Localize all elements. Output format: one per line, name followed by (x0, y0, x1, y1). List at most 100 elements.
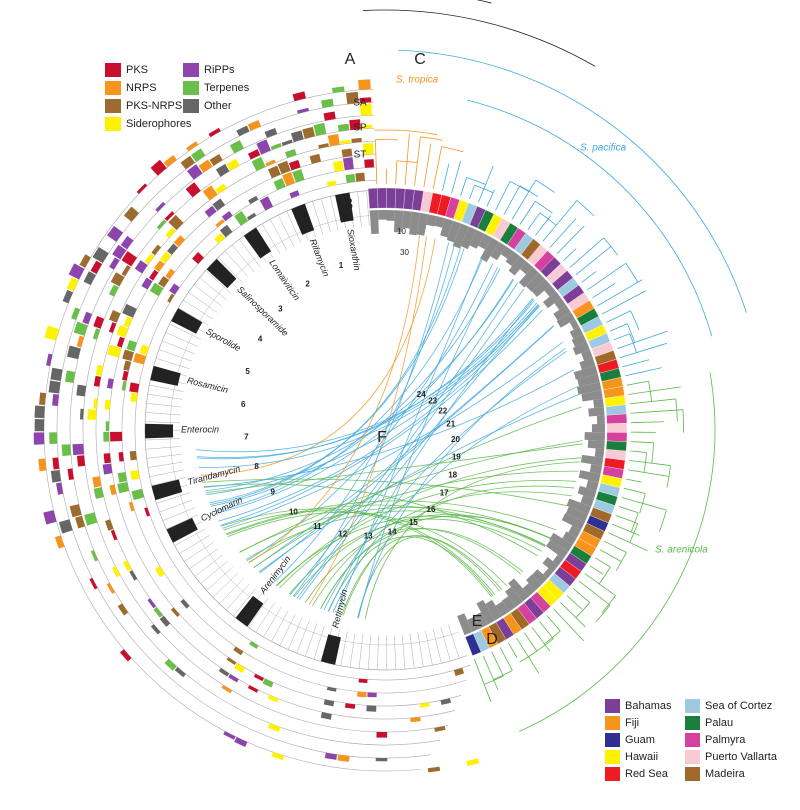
link-curve (320, 515, 551, 609)
bgc-bar (107, 378, 114, 389)
bgc-bar (159, 615, 171, 627)
genome-bar (480, 237, 499, 263)
genome-bar (490, 241, 507, 261)
link-curve (292, 242, 450, 597)
bgc-bar (167, 243, 178, 255)
bgc-bar (105, 421, 110, 431)
link-curve (213, 257, 484, 512)
bgc-bar (71, 307, 81, 320)
bgc-bar (141, 277, 153, 290)
legend-label: Puerto Vallarta (705, 751, 778, 763)
bgc-bar (440, 698, 451, 705)
bgc-bar (104, 519, 114, 531)
link-curve (312, 491, 572, 606)
bgc-bar (351, 137, 362, 143)
bgc-bar (66, 345, 81, 360)
bgc-bar (247, 149, 261, 160)
genome-bar (572, 341, 590, 356)
genome-bar (522, 582, 536, 597)
bgc-bar (108, 322, 117, 334)
bgc-bar (215, 219, 225, 228)
bgc-bar (233, 646, 244, 656)
spoke (278, 214, 295, 247)
bgc-bar (170, 607, 180, 617)
tree-leaf (432, 146, 443, 189)
bgc-bar (103, 453, 111, 464)
bgc-bar (83, 271, 96, 286)
bgc-bar (129, 450, 137, 461)
bgc-bar (120, 235, 134, 250)
genome-bar (577, 373, 600, 387)
legend-label: Palmyra (705, 734, 746, 746)
spoke (156, 492, 190, 504)
panel-label: B (343, 196, 354, 213)
link-curve (225, 500, 557, 535)
bgc-bar (364, 159, 374, 168)
spoke (218, 257, 243, 283)
bgc-bar (116, 325, 129, 338)
genome-bar (485, 599, 503, 621)
legend-swatch (183, 63, 199, 77)
legend-swatch (605, 716, 620, 730)
bgc-bar (160, 251, 172, 264)
legend-label: Madeira (705, 768, 746, 780)
bgc-bar (332, 86, 345, 94)
bgc-bar (61, 444, 72, 456)
tree-leaf (630, 441, 654, 444)
genome-bar (569, 326, 584, 339)
bgc-bar (180, 599, 190, 609)
genome-bar (476, 599, 495, 625)
tree-leaf (625, 478, 642, 483)
legend-swatch (105, 117, 121, 131)
compound-number: 16 (427, 505, 436, 514)
spoke (219, 578, 244, 604)
bgc-bar (226, 657, 237, 666)
bgc-bar (410, 716, 421, 723)
tree-leaf (622, 359, 650, 368)
tree-leaf (482, 655, 499, 691)
bgc-bar (355, 172, 365, 182)
legend-swatch (183, 99, 199, 113)
ring-label: ST (354, 150, 367, 161)
genome-bar (440, 218, 453, 238)
bgc-bar (122, 303, 137, 318)
bgc-bar (112, 244, 127, 260)
legend-swatch (685, 750, 700, 764)
spoke (226, 583, 250, 611)
legend-label: Guam (625, 734, 655, 746)
legend-label: Siderophores (126, 118, 192, 130)
bgc-bar (209, 153, 223, 166)
link-curve (304, 528, 522, 603)
tree-leaf (499, 647, 513, 671)
bgc-bar (262, 678, 274, 688)
link-curve (214, 278, 514, 514)
spoke (279, 614, 296, 646)
location-cell (606, 423, 628, 433)
tree-leaf (563, 248, 577, 261)
tree-branch (476, 0, 492, 4)
legend-swatch (685, 699, 700, 713)
genome-bar (581, 349, 593, 361)
bgc-bar (73, 321, 88, 336)
legend-label: Palau (705, 717, 733, 729)
genome-bar (587, 439, 605, 450)
bgc-bar (50, 469, 62, 483)
legend-swatch (605, 767, 620, 781)
tree-leaf (629, 398, 676, 405)
tree-leaf (553, 608, 585, 642)
bgc-bar (256, 139, 271, 155)
genome-bar (588, 407, 605, 417)
bgc-bar (49, 432, 58, 445)
spoke (183, 299, 213, 320)
spoke (166, 514, 199, 530)
bgc-bar (253, 673, 265, 682)
link-curve (253, 406, 582, 568)
legend-swatch (605, 750, 620, 764)
bgc-bar (466, 758, 480, 767)
scale-tick: 10 (397, 227, 406, 236)
tree-branch (420, 136, 443, 141)
bgc-bar (267, 694, 279, 703)
spoke (368, 634, 371, 670)
tree-leaf (539, 621, 554, 639)
bgc-bar (93, 375, 101, 387)
